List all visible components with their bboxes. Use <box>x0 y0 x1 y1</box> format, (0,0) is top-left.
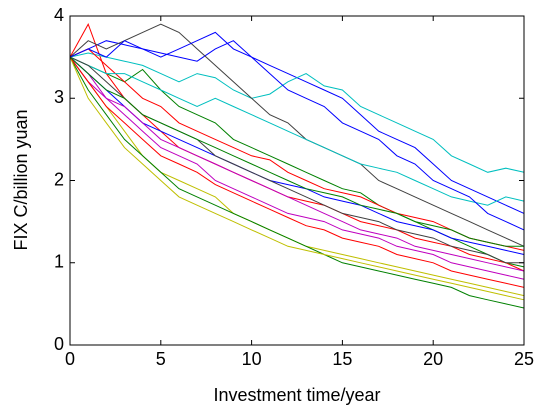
data-line <box>69 22 525 272</box>
data-line <box>69 23 525 247</box>
x-axis-label: Investment time/year <box>213 385 380 405</box>
y-tick-label: 2 <box>54 169 64 189</box>
data-line <box>69 56 525 309</box>
data-line <box>69 56 525 272</box>
data-line <box>69 56 525 280</box>
x-tick-label: 10 <box>242 349 262 369</box>
y-tick-label: 1 <box>54 252 64 272</box>
x-tick-label: 5 <box>156 349 166 369</box>
y-tick-label: 4 <box>54 5 64 25</box>
y-tick-label: 3 <box>54 87 64 107</box>
x-tick-label: 0 <box>65 349 75 369</box>
axes-box <box>69 15 525 346</box>
data-line <box>69 56 524 247</box>
x-tick-label: 25 <box>514 349 534 369</box>
data-line <box>69 56 525 255</box>
data-line <box>69 56 525 288</box>
data-line <box>69 56 525 301</box>
data-line <box>69 48 525 251</box>
y-tick-label: 0 <box>54 334 64 354</box>
x-tick-label: 20 <box>423 349 443 369</box>
data-line <box>69 31 525 231</box>
data-line <box>69 56 525 206</box>
data-line <box>69 52 525 173</box>
data-line <box>69 56 525 268</box>
y-axis-label: FIX C/billion yuan <box>11 109 31 250</box>
x-tick-label: 15 <box>332 349 352 369</box>
